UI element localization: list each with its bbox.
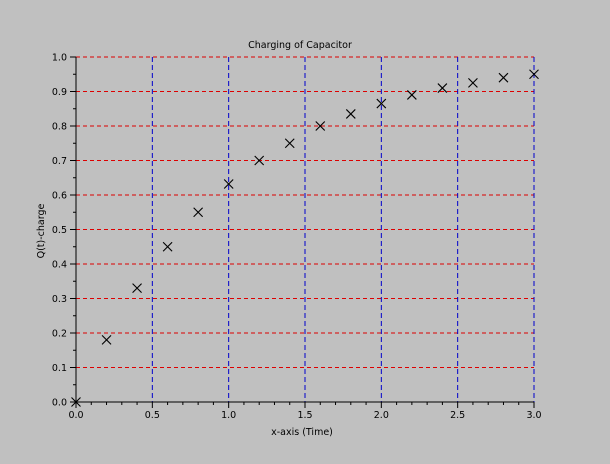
y-tick-label: 0.2: [52, 329, 67, 340]
x-tick-label: 3.0: [526, 410, 541, 421]
data-point-stroke: [406, 90, 417, 100]
y-tick-label: 0.8: [52, 122, 67, 133]
x-tick-label: 2.5: [450, 410, 465, 421]
data-point: [284, 138, 295, 149]
data-point-stroke: [315, 121, 326, 131]
data-point: [162, 241, 173, 252]
y-tick-label: 1.0: [52, 53, 67, 64]
data-point: [132, 283, 142, 294]
data-point: [345, 109, 356, 119]
data-point: [315, 121, 326, 131]
y-tick-label: 0.6: [52, 191, 67, 202]
data-point: [498, 72, 509, 83]
data-point-stroke: [132, 283, 142, 294]
data-points: [71, 69, 539, 407]
data-point-stroke: [71, 397, 81, 407]
data-point-stroke: [101, 335, 112, 345]
data-point: [101, 335, 112, 345]
x-tick-label: 1.5: [297, 410, 312, 421]
y-tick-label: 0.5: [52, 225, 67, 236]
data-point-stroke: [193, 207, 204, 218]
data-point: [376, 98, 387, 109]
data-point: [71, 397, 81, 407]
data-point: [254, 155, 265, 166]
x-axis-label: x-axis (Time): [271, 427, 333, 438]
y-tick-label: 0.9: [52, 87, 67, 98]
data-point-stroke: [529, 69, 539, 80]
data-point: [223, 179, 234, 189]
y-axis-label: Q(t)-charge: [36, 203, 47, 258]
x-tick-label: 0.5: [145, 410, 160, 421]
x-tick-label: 1.0: [221, 410, 236, 421]
grid: [76, 56, 535, 402]
data-point-stroke: [468, 77, 478, 88]
y-tick-label: 0.7: [52, 156, 67, 167]
data-point-stroke: [345, 109, 356, 119]
data-point: [468, 77, 478, 88]
data-point: [437, 83, 448, 93]
y-tick-label: 0.3: [52, 294, 67, 305]
y-tick-label: 0.4: [52, 260, 67, 271]
data-point-stroke: [284, 138, 295, 149]
y-tick-label: 0.1: [52, 363, 67, 374]
axes: 0.0 0.5 1.0 1.5 2.0 2.5 3.0 0.0 0.1 0.2 0.3 0.4 0.5 0…: [52, 53, 542, 422]
data-point-stroke: [498, 72, 509, 83]
data-point-stroke: [376, 98, 387, 109]
data-point: [193, 207, 204, 218]
data-point-stroke: [162, 241, 173, 252]
data-point: [529, 69, 539, 80]
data-point-stroke: [437, 83, 448, 93]
data-point-stroke: [223, 179, 234, 189]
chart-title: Charging of Capacitor: [248, 40, 352, 51]
data-point-stroke: [254, 155, 265, 166]
y-tick-label: 0.0: [52, 398, 67, 409]
data-point: [406, 90, 417, 100]
x-tick-label: 0.0: [68, 410, 83, 421]
x-tick-label: 2.0: [374, 410, 389, 421]
